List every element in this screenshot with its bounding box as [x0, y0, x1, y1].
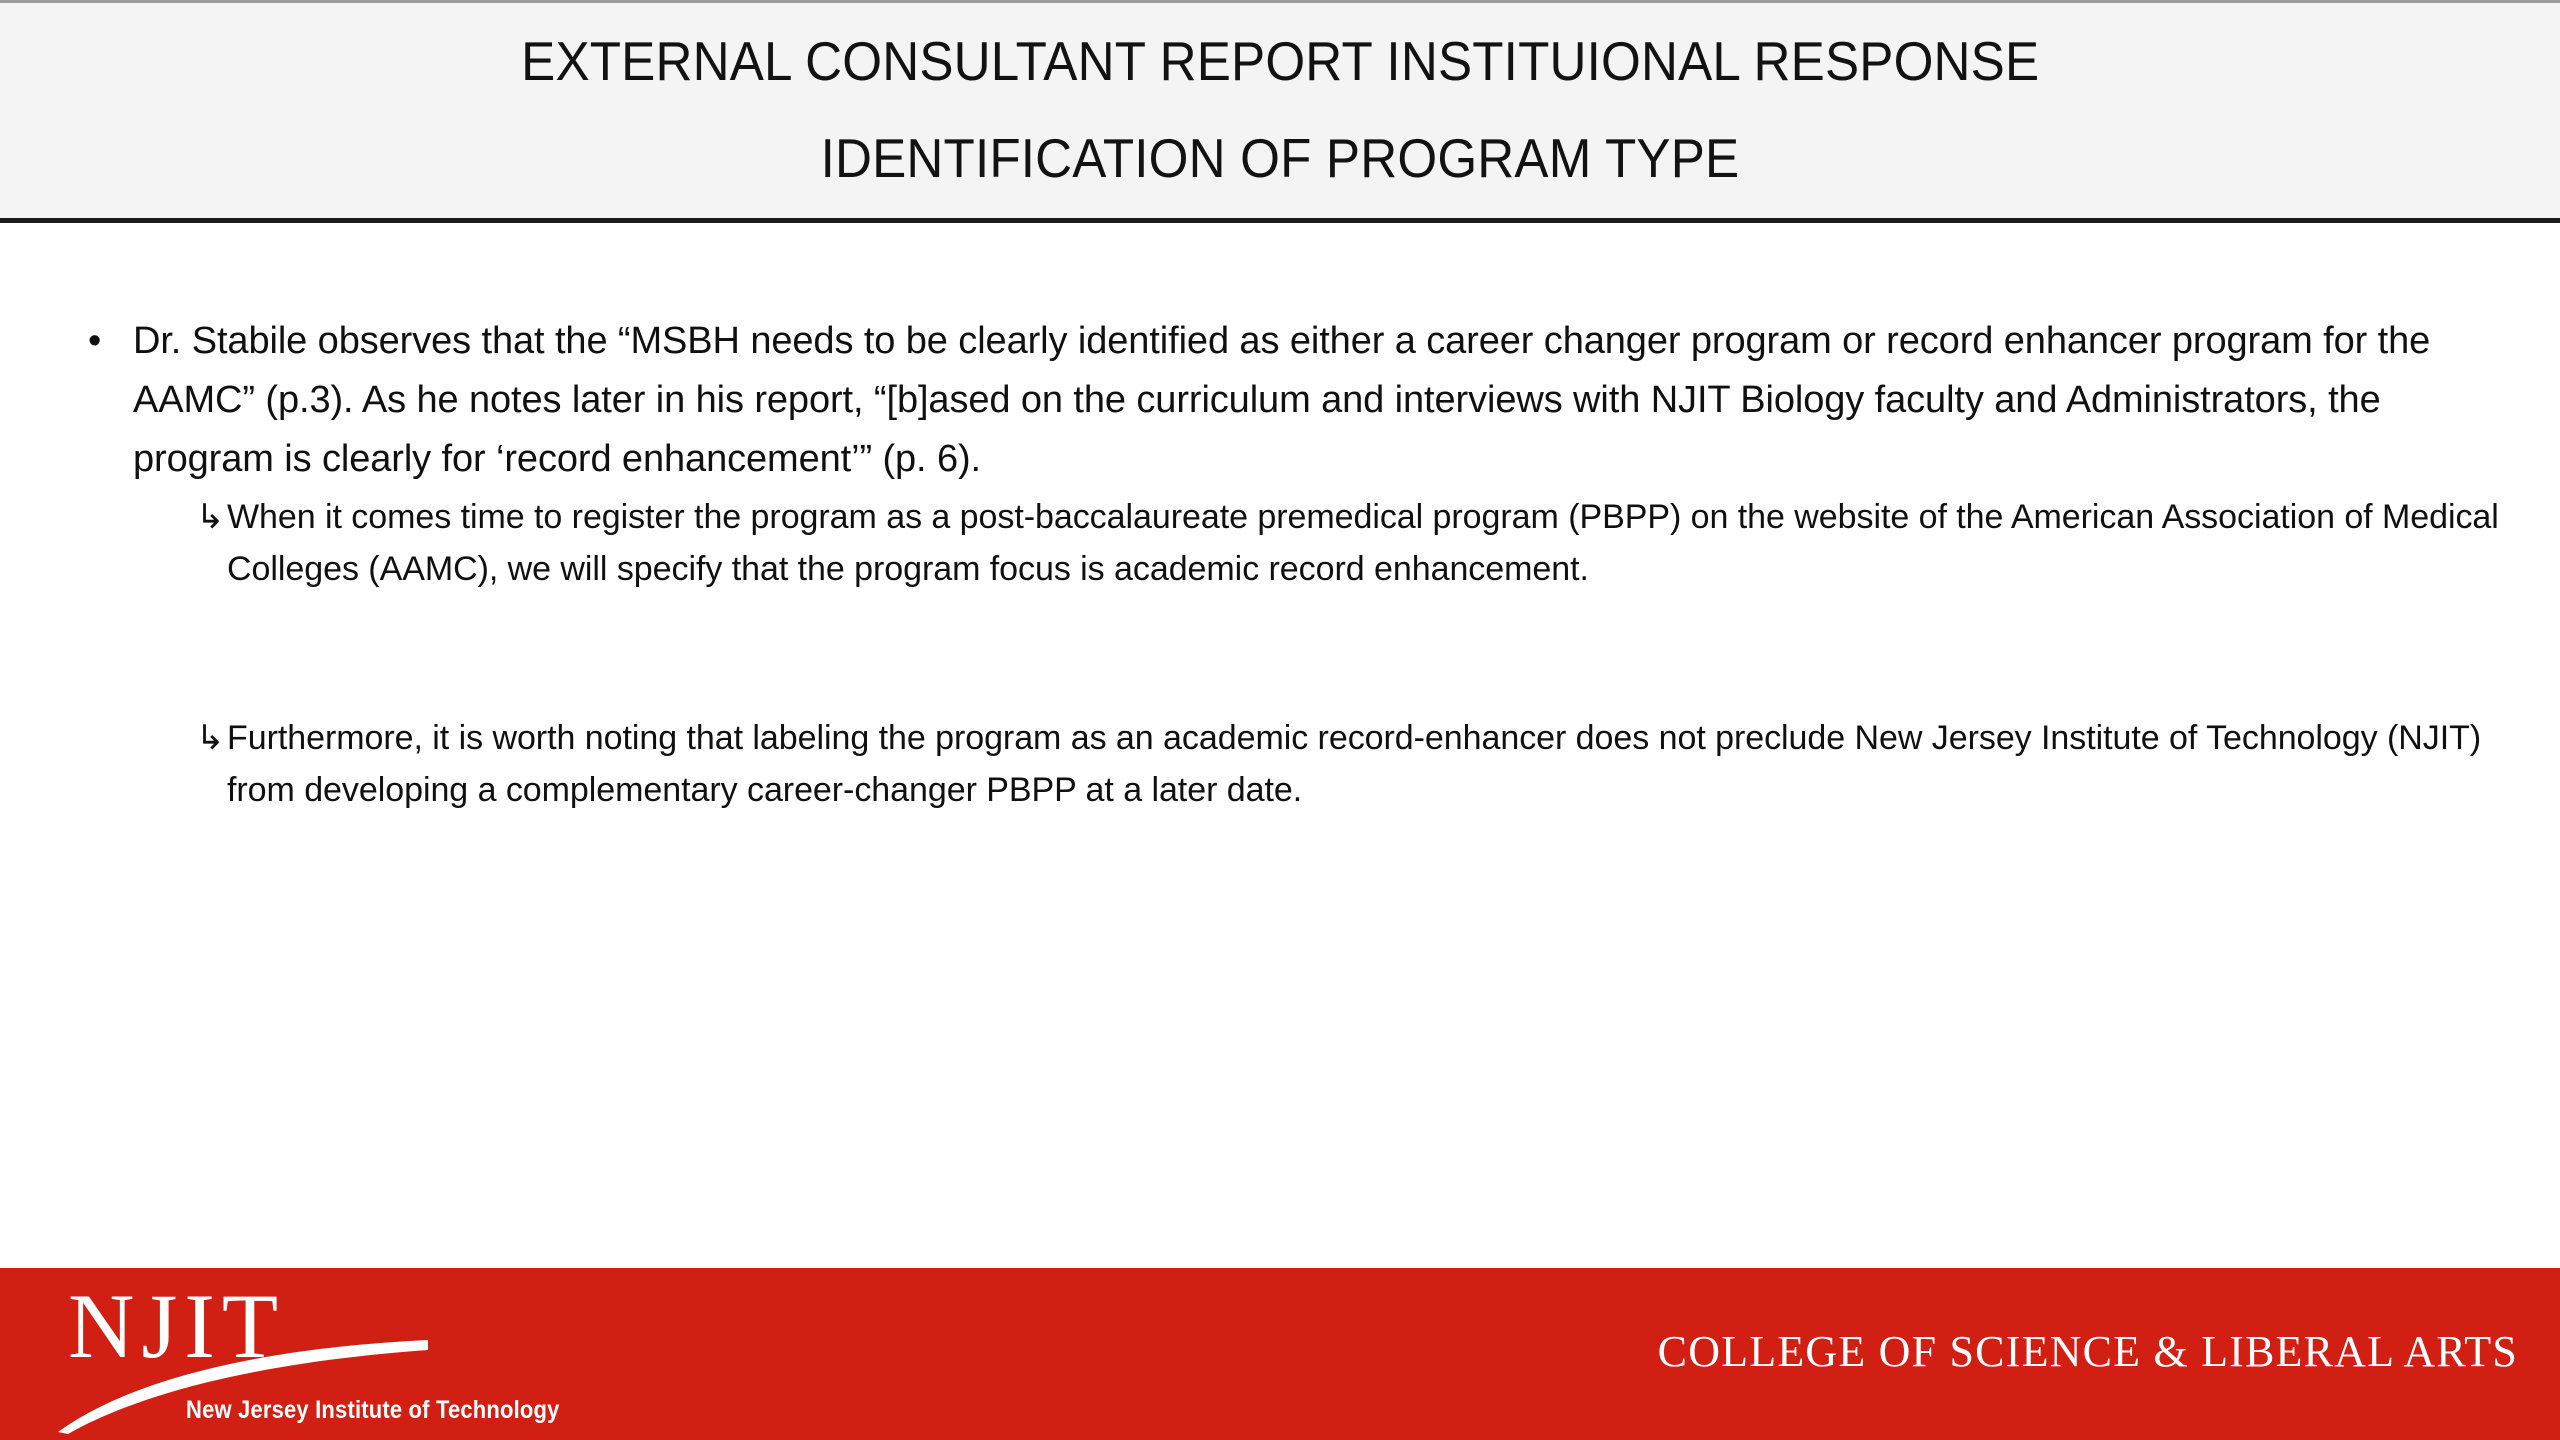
bullet-level2-second: ↳ Furthermore, it is worth noting that l…: [196, 712, 2516, 816]
slide-title-line-1: EXTERNAL CONSULTANT REPORT INSTITUIONAL …: [520, 30, 2040, 92]
bullet-level2-first: ↳ When it comes time to register the pro…: [196, 491, 2516, 595]
slide-footer-bar: NJIT New Jersey Institute of Technology …: [0, 1268, 2560, 1440]
bullet-level2-second-text: Furthermore, it is worth noting that lab…: [227, 719, 2482, 809]
title-divider-rule: [0, 218, 2560, 223]
slide-title-band: EXTERNAL CONSULTANT REPORT INSTITUIONAL …: [0, 0, 2560, 221]
bullet-level1-text: Dr. Stabile observes that the “MSBH need…: [133, 320, 2431, 480]
bullet-level2-first-text: When it comes time to register the progr…: [227, 498, 2499, 588]
njit-logo: NJIT New Jersey Institute of Technology: [56, 1275, 656, 1434]
njit-logo-subtitle: New Jersey Institute of Technology: [186, 1396, 560, 1424]
college-name-label: COLLEGE OF SCIENCE & LIBERAL ARTS: [1657, 1327, 2518, 1376]
arrow-right-hook-icon: ↳: [196, 498, 225, 536]
bullet-level1: • Dr. Stabile observes that the “MSBH ne…: [88, 312, 2488, 489]
arrow-right-hook-icon: ↳: [196, 719, 225, 757]
slide-title-line-2: IDENTIFICATION OF PROGRAM TYPE: [820, 127, 1740, 189]
slide-body: • Dr. Stabile observes that the “MSBH ne…: [0, 224, 2560, 1268]
bullet-dot-icon: •: [88, 320, 102, 362]
njit-swoosh-icon: [58, 1340, 428, 1434]
njit-wordmark: NJIT: [68, 1275, 286, 1377]
